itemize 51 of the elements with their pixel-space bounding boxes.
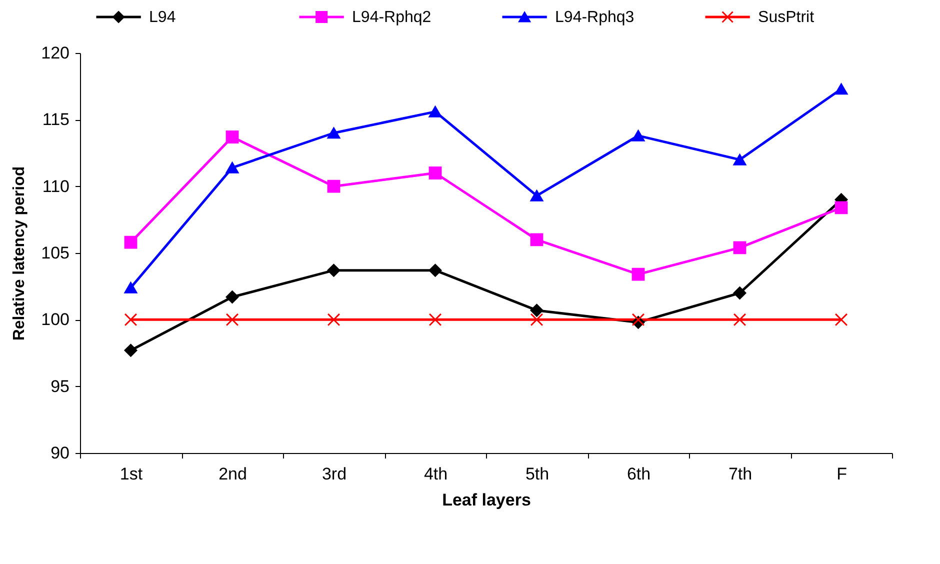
point	[428, 313, 442, 326]
point	[834, 313, 848, 326]
point	[327, 264, 340, 277]
point	[226, 290, 239, 304]
point	[428, 264, 442, 277]
x-tick-label: F	[836, 464, 847, 484]
y-tick-label: 90	[50, 444, 70, 462]
point	[327, 127, 340, 139]
x-tick-label: 4th	[424, 464, 448, 484]
x-tick-label: 7th	[728, 464, 752, 484]
y-tick-label: 120	[41, 44, 70, 62]
point	[530, 304, 544, 317]
point	[327, 313, 340, 326]
point	[530, 190, 544, 202]
point	[632, 268, 645, 281]
y-axis-title: Relative latency period	[11, 166, 28, 341]
x-tick-label: 1st	[120, 464, 143, 484]
x-tick-label: 5th	[525, 464, 550, 484]
point	[226, 162, 239, 174]
point	[733, 241, 746, 254]
point	[733, 154, 746, 166]
point	[632, 130, 645, 142]
point	[530, 233, 544, 246]
point	[632, 313, 645, 326]
legend-label: L94	[149, 9, 176, 26]
point	[124, 344, 138, 357]
point	[124, 236, 138, 249]
x-tick-label: 3rd	[322, 464, 347, 484]
y-tick-label: 105	[41, 244, 70, 262]
point	[124, 313, 138, 326]
x-tick-label: 2nd	[218, 464, 247, 484]
point	[226, 130, 239, 144]
x-tick-label: 6th	[626, 464, 651, 484]
point	[834, 201, 848, 214]
y-tick-label: 115	[42, 110, 70, 130]
y-tick-label: 95	[50, 376, 70, 396]
point	[530, 313, 544, 326]
point	[226, 313, 239, 326]
legend-label: L94-Rphq3	[555, 9, 634, 26]
y-tick-label: 110	[42, 176, 70, 196]
legend-label: SusPtrit	[758, 9, 815, 26]
y-tick-label: 100	[41, 310, 70, 330]
point	[327, 180, 340, 193]
point	[733, 313, 746, 326]
point	[428, 166, 442, 180]
point	[834, 83, 848, 95]
point	[733, 286, 746, 300]
legend-label: L94-Rphq2	[352, 9, 432, 26]
x-axis-title: Leaf layers	[442, 490, 531, 510]
point	[428, 106, 442, 118]
point	[124, 282, 138, 294]
